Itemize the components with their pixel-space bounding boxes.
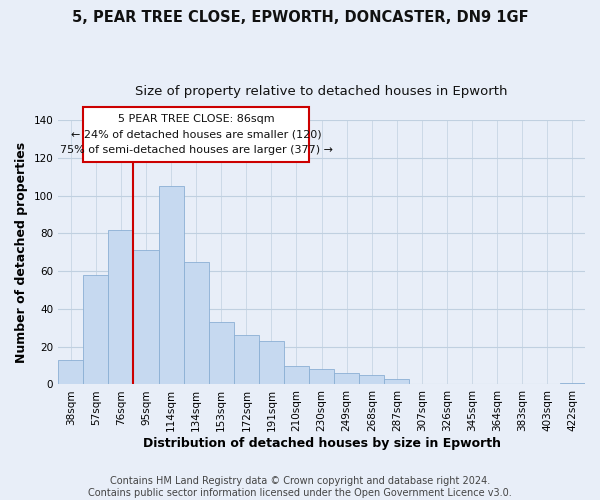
Text: 5, PEAR TREE CLOSE, EPWORTH, DONCASTER, DN9 1GF: 5, PEAR TREE CLOSE, EPWORTH, DONCASTER, …	[71, 10, 529, 25]
Bar	[184, 262, 209, 384]
Bar	[209, 322, 234, 384]
Bar	[109, 230, 133, 384]
Bar	[83, 275, 109, 384]
Bar	[284, 366, 309, 384]
Text: Contains HM Land Registry data © Crown copyright and database right 2024.
Contai: Contains HM Land Registry data © Crown c…	[88, 476, 512, 498]
Bar	[259, 341, 284, 384]
Bar	[560, 382, 585, 384]
Bar	[334, 373, 359, 384]
Text: ← 24% of detached houses are smaller (120): ← 24% of detached houses are smaller (12…	[71, 130, 322, 140]
Bar	[385, 379, 409, 384]
Y-axis label: Number of detached properties: Number of detached properties	[15, 142, 28, 363]
Bar	[234, 336, 259, 384]
Bar	[158, 186, 184, 384]
FancyBboxPatch shape	[83, 107, 309, 162]
Text: 75% of semi-detached houses are larger (377) →: 75% of semi-detached houses are larger (…	[59, 145, 332, 155]
Text: 5 PEAR TREE CLOSE: 86sqm: 5 PEAR TREE CLOSE: 86sqm	[118, 114, 274, 124]
Bar	[133, 250, 158, 384]
Bar	[58, 360, 83, 384]
X-axis label: Distribution of detached houses by size in Epworth: Distribution of detached houses by size …	[143, 437, 500, 450]
Bar	[309, 370, 334, 384]
Title: Size of property relative to detached houses in Epworth: Size of property relative to detached ho…	[136, 85, 508, 98]
Bar	[359, 375, 385, 384]
